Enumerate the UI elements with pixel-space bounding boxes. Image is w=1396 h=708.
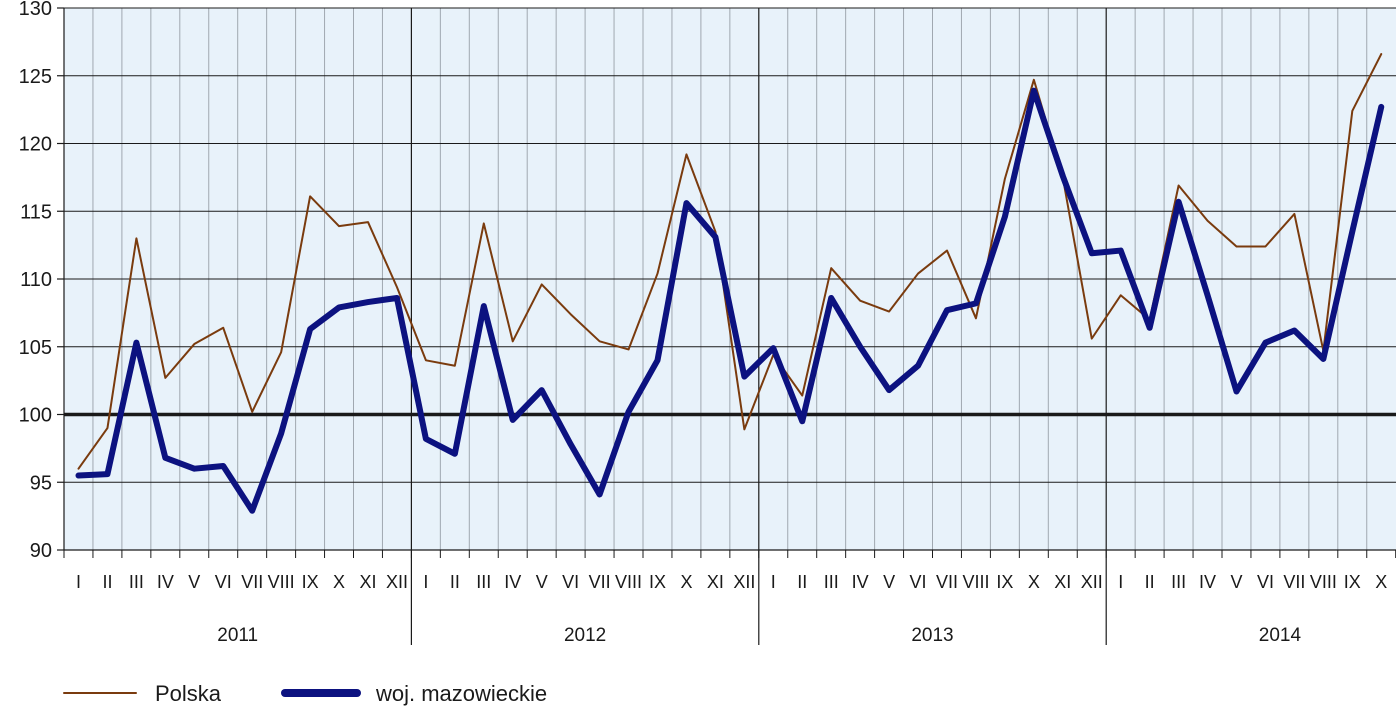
x-month-label: II	[450, 572, 460, 592]
series-line-mazowieckie	[75, 87, 1385, 514]
legend-label: woj. mazowieckie	[375, 681, 547, 706]
x-month-label: VIII	[268, 572, 295, 592]
y-tick-label: 100	[19, 405, 52, 427]
x-month-label: II	[102, 572, 112, 592]
legend-label: Polska	[155, 681, 222, 706]
legend: Polska woj. mazowieckie	[63, 681, 547, 706]
x-month-label: XI	[359, 572, 376, 592]
y-tick-label: 130	[19, 0, 52, 20]
x-month-label: VII	[936, 572, 958, 592]
y-tick-label: 125	[19, 66, 52, 88]
x-month-label: X	[333, 572, 345, 592]
x-month-label: XII	[1081, 572, 1103, 592]
major-gridlines	[64, 7, 1396, 645]
x-month-label: III	[129, 572, 144, 592]
x-month-label: IV	[1199, 572, 1216, 592]
x-month-label: IX	[1344, 572, 1361, 592]
x-month-label: VII	[241, 572, 263, 592]
y-tick-label: 105	[19, 337, 52, 359]
x-month-label: VII	[589, 572, 611, 592]
x-month-label: IX	[996, 572, 1013, 592]
x-year-label: 2014	[1259, 625, 1302, 646]
y-tick-label: 90	[30, 540, 52, 562]
y-tick-label: 95	[30, 472, 52, 494]
x-month-label: VI	[562, 572, 579, 592]
x-month-label: V	[536, 572, 548, 592]
x-month-label: XII	[386, 572, 408, 592]
x-year-label: 2013	[911, 625, 953, 646]
x-month-label: I	[1118, 572, 1123, 592]
x-month-label: V	[1230, 572, 1242, 592]
x-month-label: V	[883, 572, 895, 592]
x-month-label: IV	[157, 572, 174, 592]
y-tick-label: 115	[20, 201, 52, 223]
x-month-label: VII	[1283, 572, 1305, 592]
x-month-label: I	[771, 572, 776, 592]
x-year-label: 2011	[217, 625, 258, 646]
x-month-label: II	[1145, 572, 1155, 592]
x-month-label: XI	[707, 572, 724, 592]
x-month-label: VIII	[1310, 572, 1337, 592]
x-month-label: X	[680, 572, 692, 592]
x-month-label: III	[476, 572, 491, 592]
y-tick-label: 120	[19, 134, 52, 156]
x-month-label: XII	[733, 572, 755, 592]
x-year-label: 2012	[564, 625, 606, 646]
x-month-label: V	[188, 572, 200, 592]
x-month-label: IV	[504, 572, 521, 592]
x-month-label: I	[76, 572, 81, 592]
y-tick-label: 110	[20, 269, 52, 291]
x-month-label: VIII	[962, 572, 989, 592]
x-month-label: III	[1171, 572, 1186, 592]
x-month-label: X	[1028, 572, 1040, 592]
x-month-label: IV	[852, 572, 869, 592]
x-month-label: VIII	[615, 572, 642, 592]
x-month-label: VI	[910, 572, 927, 592]
x-month-label: IX	[649, 572, 666, 592]
x-month-label: III	[824, 572, 839, 592]
series-layer	[75, 53, 1385, 514]
x-month-label: I	[423, 572, 428, 592]
x-month-label: X	[1375, 572, 1387, 592]
x-month-label: VI	[215, 572, 232, 592]
x-month-label: II	[797, 572, 807, 592]
x-month-label: IX	[302, 572, 319, 592]
x-month-label: XI	[1054, 572, 1071, 592]
x-month-label: VI	[1257, 572, 1274, 592]
